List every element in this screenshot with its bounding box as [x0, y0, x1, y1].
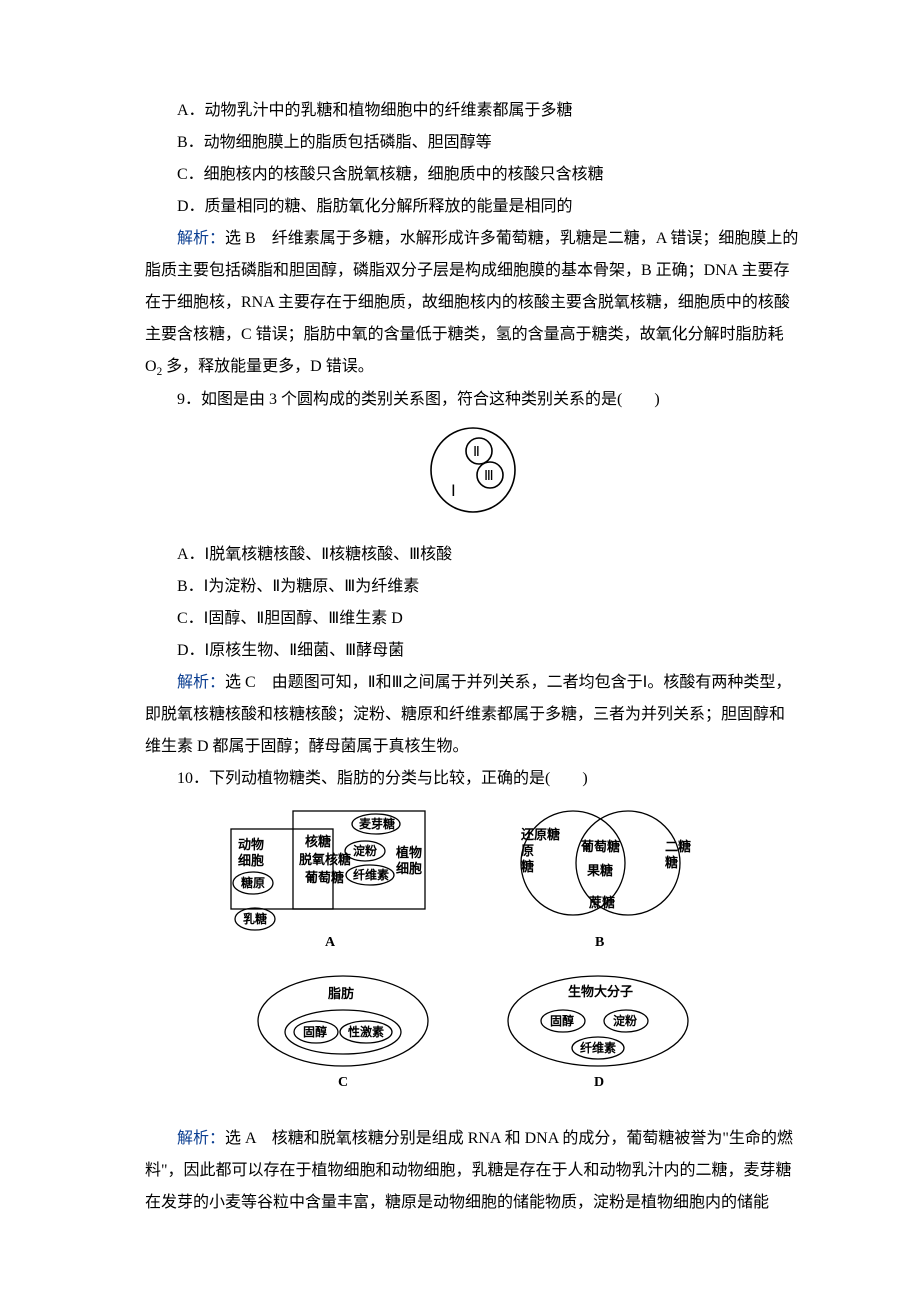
analysis-1: 解析：选 B 纤维素属于多糖，水解形成许多葡萄糖，乳糖是二糖，A 错误；细胞膜上…: [145, 223, 800, 384]
panel-b: 还原糖 原 糖 二糖 糖 葡萄糖 果糖 蔗糖 B: [520, 811, 691, 950]
svg-text:固醇: 固醇: [303, 1024, 327, 1039]
analysis-label-3: 解析：: [177, 1130, 225, 1147]
q10-stem: 10．下列动植物糖类、脂肪的分类与比较，正确的是( ): [145, 763, 800, 795]
svg-text:纤维素: 纤维素: [353, 867, 389, 882]
q10-svg: 动物 细胞 植物 细胞 核糖 脱氧核糖 葡萄糖 糖原 乳糖 麦芽糖 淀粉 纤维素: [213, 801, 733, 1101]
q9-option-b: B．Ⅰ为淀粉、Ⅱ为糖原、Ⅲ为纤维素: [145, 571, 800, 603]
svg-text:动物: 动物: [238, 837, 264, 852]
svg-text:淀粉: 淀粉: [353, 843, 377, 858]
q10-figure: 动物 细胞 植物 细胞 核糖 脱氧核糖 葡萄糖 糖原 乳糖 麦芽糖 淀粉 纤维素: [145, 801, 800, 1113]
svg-text:细胞: 细胞: [396, 861, 422, 876]
svg-text:纤维素: 纤维素: [580, 1040, 616, 1055]
svg-text:性激素: 性激素: [347, 1024, 384, 1039]
svg-text:糖: 糖: [665, 855, 678, 870]
svg-text:D: D: [594, 1075, 604, 1090]
panel-d: 生物大分子 固醇 淀粉 纤维素 D: [508, 976, 688, 1090]
q9-option-c: C．Ⅰ固醇、Ⅱ胆固醇、Ⅲ维生素 D: [145, 603, 800, 635]
svg-text:葡萄糖: 葡萄糖: [304, 870, 344, 885]
svg-text:蔗糖: 蔗糖: [588, 895, 615, 910]
q9-stem: 9．如图是由 3 个圆构成的类别关系图，符合这种类别关系的是( ): [145, 384, 800, 416]
svg-text:糖原: 糖原: [241, 875, 265, 890]
svg-text:固醇: 固醇: [550, 1013, 574, 1028]
q9-analysis: 解析：选 C 由题图可知，Ⅱ和Ⅲ之间属于并列关系，二者均包含于Ⅰ。核酸有两种类型…: [145, 667, 800, 763]
option-d: D．质量相同的糖、脂肪氧化分解所释放的能量是相同的: [145, 191, 800, 223]
option-c: C．细胞核内的核酸只含脱氧核糖，细胞质中的核酸只含核糖: [145, 159, 800, 191]
q9-figure: Ⅰ Ⅱ Ⅲ: [145, 422, 800, 529]
svg-text:A: A: [325, 935, 336, 950]
svg-text:乳糖: 乳糖: [243, 911, 267, 926]
svg-text:原: 原: [521, 843, 534, 858]
option-b: B．动物细胞膜上的脂质包括磷脂、胆固醇等: [145, 127, 800, 159]
q9-label-iii: Ⅲ: [484, 469, 494, 484]
svg-text:B: B: [595, 935, 604, 950]
analysis-1-text-a: 选 B 纤维素属于多糖，水解形成许多葡萄糖，乳糖是二糖，A 错误；细胞膜上的脂质…: [145, 230, 798, 375]
svg-text:糖: 糖: [521, 859, 534, 874]
svg-text:麦芽糖: 麦芽糖: [359, 816, 395, 831]
page: A．动物乳汁中的乳糖和植物细胞中的纤维素都属于多糖 B．动物细胞膜上的脂质包括磷…: [0, 0, 920, 1302]
svg-text:果糖: 果糖: [586, 863, 613, 878]
q9-venn-svg: Ⅰ Ⅱ Ⅲ: [418, 422, 528, 517]
q10-analysis: 解析：选 A 核糖和脱氧核糖分别是组成 RNA 和 DNA 的成分，葡萄糖被誉为…: [145, 1123, 800, 1219]
q10-analysis-text: 选 A 核糖和脱氧核糖分别是组成 RNA 和 DNA 的成分，葡萄糖被誉为"生命…: [145, 1130, 793, 1211]
svg-text:核糖: 核糖: [305, 834, 331, 849]
svg-text:二糖: 二糖: [665, 839, 691, 854]
svg-text:C: C: [338, 1075, 348, 1090]
q9-analysis-text: 选 C 由题图可知，Ⅱ和Ⅲ之间属于并列关系，二者均包含于Ⅰ。核酸有两种类型，即脱…: [145, 674, 791, 755]
svg-text:淀粉: 淀粉: [613, 1013, 637, 1028]
svg-text:脂肪: 脂肪: [327, 986, 354, 1001]
q9-label-ii: Ⅱ: [473, 445, 480, 460]
q9-option-d: D．Ⅰ原核生物、Ⅱ细菌、Ⅲ酵母菌: [145, 635, 800, 667]
analysis-label: 解析：: [177, 230, 225, 247]
svg-text:葡萄糖: 葡萄糖: [580, 839, 620, 854]
svg-text:还原糖: 还原糖: [520, 827, 560, 842]
analysis-1-text-b: 多，释放能量更多，D 错误。: [162, 358, 374, 375]
svg-text:脱氧核糖: 脱氧核糖: [299, 852, 351, 867]
q9-option-a: A．Ⅰ脱氧核糖核酸、Ⅱ核糖核酸、Ⅲ核酸: [145, 539, 800, 571]
svg-text:植物: 植物: [395, 845, 422, 860]
panel-a: 动物 细胞 植物 细胞 核糖 脱氧核糖 葡萄糖 糖原 乳糖 麦芽糖 淀粉 纤维素: [231, 811, 425, 950]
q9-label-i: Ⅰ: [451, 483, 456, 500]
svg-text:生物大分子: 生物大分子: [568, 984, 633, 999]
option-a: A．动物乳汁中的乳糖和植物细胞中的纤维素都属于多糖: [145, 95, 800, 127]
svg-text:细胞: 细胞: [238, 853, 264, 868]
analysis-label-2: 解析：: [177, 674, 225, 691]
panel-c: 脂肪 固醇 性激素 C: [258, 976, 428, 1090]
